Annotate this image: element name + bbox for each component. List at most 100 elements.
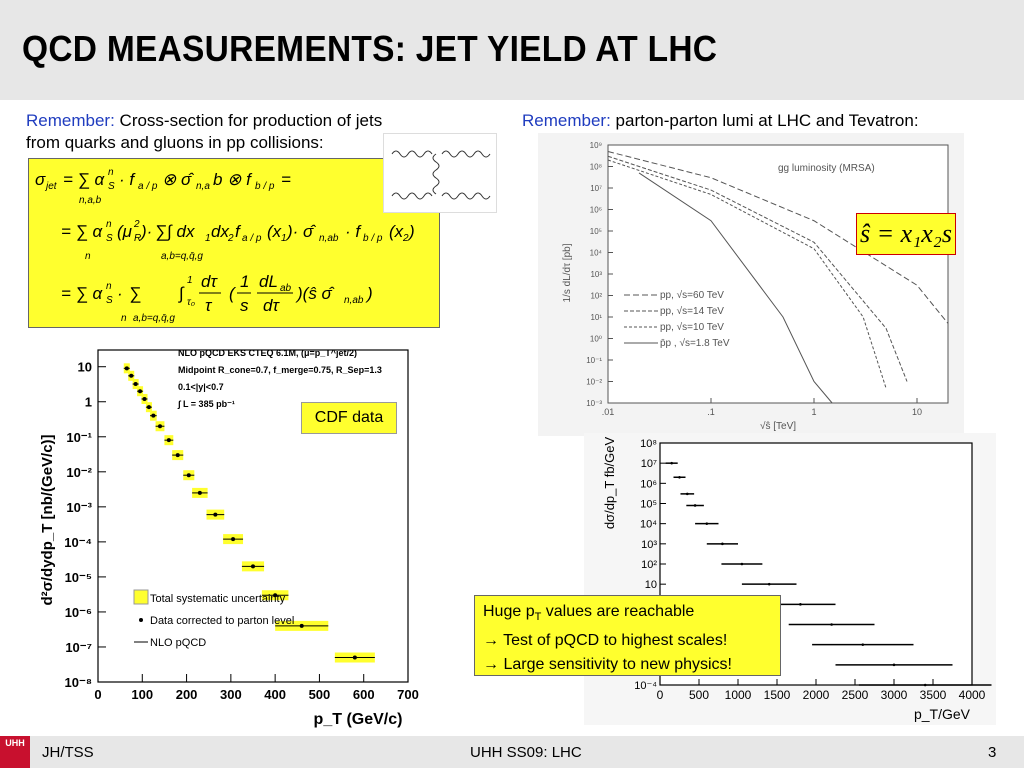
svg-text:b / p: b / p (255, 181, 275, 192)
x-tick-label: .1 (707, 407, 715, 417)
data-point (861, 643, 865, 646)
data-point (231, 537, 236, 542)
x-tick-label: 10 (912, 407, 922, 417)
data-point (299, 623, 304, 628)
svg-text:ab: ab (280, 283, 292, 294)
svg-text:(: ( (229, 284, 237, 303)
uhh-logo: UHH (0, 736, 30, 768)
y-tick-label: 10⁻² (586, 378, 602, 387)
data-point (175, 453, 180, 458)
svg-text:S: S (108, 181, 115, 192)
right-note-text: parton-parton lumi at LHC and Tevatron: (610, 111, 919, 130)
legend-label: p̄p , √s=1.8 TeV (660, 337, 730, 349)
svg-text:n: n (106, 281, 112, 292)
y-tick-label: 10⁴ (590, 249, 603, 258)
svg-text:dL: dL (259, 272, 278, 291)
x-tick-label: 4000 (959, 688, 986, 702)
right-note: Remember: parton-parton lumi at LHC and … (522, 110, 919, 132)
data-point (133, 382, 138, 387)
svg-text:=: = (281, 170, 291, 189)
data-point (251, 564, 255, 569)
y-tick-label: 10⁰ (590, 335, 602, 344)
y-tick-label: 10² (641, 559, 657, 571)
y-axis-label: d²σ/dydp_T [nb/(GeV/c)] (39, 434, 56, 605)
data-point (158, 424, 162, 429)
lhc-jet-chart: 10⁸10⁷10⁶10⁵10⁴10³10²10110⁻¹10⁻²10⁻³10⁻⁴… (584, 433, 996, 725)
y-tick-label: 10⁹ (590, 141, 602, 150)
svg-text:τ₀: τ₀ (187, 297, 195, 308)
annotation: ∫ L = 385 pb⁻¹ (177, 399, 235, 409)
y-tick-label: 10⁷ (641, 458, 657, 470)
x-tick-label: 2000 (803, 688, 830, 702)
huge-line1: Huge pT values are reachable (483, 600, 772, 629)
y-tick-label: 10⁵ (640, 499, 657, 511)
left-note: Remember: Cross-section for production o… (26, 110, 382, 154)
data-point (197, 490, 202, 495)
footer: JH/TSS UHH SS09: LHC 3 (0, 736, 1024, 768)
x-tick-label: 500 (309, 687, 331, 702)
lhc-chart-svg: 10⁸10⁷10⁶10⁵10⁴10³10²10110⁻¹10⁻²10⁻³10⁻⁴… (602, 437, 992, 722)
svg-text:2: 2 (227, 233, 234, 244)
svg-text:s: s (240, 296, 249, 315)
svg-text:n,ab: n,ab (319, 233, 339, 244)
data-point (705, 522, 709, 525)
series-line (638, 172, 833, 404)
data-point (767, 582, 771, 586)
svg-text:a,b=q,q̄,g: a,b=q,q̄,g (133, 313, 175, 324)
data-point (129, 373, 134, 378)
luminosity-chart-svg: 10⁹ 10⁸ 10⁷ 10⁶ 10⁵ 10⁴ 10³ 10² 10¹ 10⁰ 10⁻¹ 10⁻² 10… (562, 141, 949, 432)
x-tick-label: 3500 (920, 688, 947, 702)
data-point (693, 504, 697, 507)
huge-line1-tail: values are reachable (541, 603, 695, 620)
data-point (721, 542, 724, 546)
svg-text:= ∑ α: = ∑ α (63, 170, 105, 189)
y-tick-label: 10⁶ (590, 206, 602, 215)
data-point (923, 683, 927, 687)
y-tick-label: 10³ (590, 270, 602, 279)
legend-label: pp, √s=14 TeV (660, 305, 724, 317)
annotation: 0.1<|y|<0.7 (178, 382, 224, 392)
data-point (740, 562, 744, 566)
data-point (186, 473, 191, 478)
annotation: NLO pQCD EKS CTEQ 6.1M, (μ=p_T^jet/2) (178, 348, 357, 358)
svg-text:· f: · f (345, 222, 362, 241)
huge-line3: → Large sensitivity to new physics! (483, 656, 732, 674)
y-axis-label: 1/s dL/dτ [pb] (562, 243, 573, 302)
svg-text:S: S (106, 295, 113, 306)
svg-text:n: n (85, 251, 91, 262)
legend-label: Total systematic uncertainty (150, 593, 286, 605)
gluon-diagram-icon (391, 150, 491, 200)
x-tick-label: 100 (131, 687, 153, 702)
footer-center: UHH SS09: LHC (470, 744, 582, 761)
cdf-jet-chart: 10 1 10⁻¹ 10⁻² 10⁻³ 10⁻⁴ 10⁻⁵ 10⁻⁶ 10⁻⁷ 10⁻⁸ 0 100 2… (28, 330, 438, 732)
x-tick-label: 700 (397, 687, 419, 702)
legend-label: NLO pQCD (150, 637, 206, 649)
legend-label: pp, √s=10 TeV (660, 321, 724, 333)
shat-formula: ŝ = x₁x₂s (856, 213, 956, 255)
svg-text:1: 1 (205, 233, 211, 244)
y-tick-label: 10⁻³ (66, 500, 92, 515)
y-tick-label: 10² (590, 292, 602, 301)
y-tick-label: 10⁸ (640, 438, 657, 450)
svg-text:f: f (235, 222, 242, 241)
svg-text:(x: (x (267, 222, 282, 241)
y-tick-label: 10⁴ (640, 519, 657, 531)
svg-text:a / p: a / p (242, 233, 262, 244)
y-tick-label: 10 (645, 579, 657, 591)
data-point (166, 438, 171, 443)
svg-text:dx: dx (211, 222, 229, 241)
data-point (124, 366, 129, 371)
chart-title: gg luminosity (MRSA) (778, 163, 875, 174)
legend-marker (139, 618, 143, 622)
svg-text:⊗ σ̂: ⊗ σ̂ (162, 170, 194, 189)
y-tick-label: 10³ (641, 539, 657, 551)
svg-text:(x: (x (389, 222, 404, 241)
svg-text:∑: ∑ (129, 284, 141, 303)
y-tick-label: 10⁵ (590, 227, 602, 236)
left-note-text1: Cross-section for production of jets (114, 111, 383, 130)
slide-title: QCD MEASUREMENTS: JET YIELD AT LHC (22, 28, 718, 69)
svg-text:= ∑ α: = ∑ α (61, 222, 103, 241)
x-tick-label: 1500 (764, 688, 791, 702)
